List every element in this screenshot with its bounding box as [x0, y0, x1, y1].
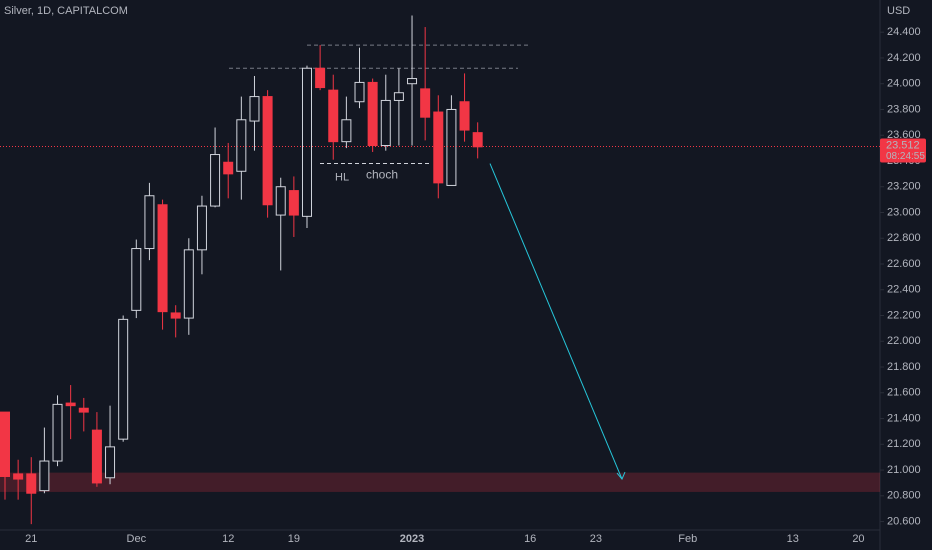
annotation: choch — [366, 168, 398, 182]
projection-arrow — [489, 163, 623, 480]
candle-body — [472, 132, 483, 148]
candle-body — [157, 204, 168, 313]
x-tick-label: Dec — [127, 533, 147, 545]
y-tick-label: 21.200 — [887, 438, 921, 450]
candle-body — [249, 96, 260, 122]
candle-body — [170, 312, 181, 319]
y-unit: USD — [887, 5, 910, 17]
candle-body — [223, 161, 234, 175]
y-tick-label: 22.000 — [887, 335, 921, 347]
y-tick-label: 23.000 — [887, 206, 921, 218]
candle-body — [459, 101, 470, 131]
y-tick-label: 20.800 — [887, 490, 921, 502]
candle-body — [183, 249, 194, 319]
x-tick-label: 2023 — [400, 533, 424, 545]
candle-body — [275, 186, 286, 216]
x-tick-label: 23 — [590, 533, 602, 545]
annotation: HL — [335, 171, 349, 183]
y-tick-label: 22.600 — [887, 258, 921, 270]
candle-body — [328, 89, 339, 143]
y-tick-label: 20.600 — [887, 515, 921, 527]
chart-title: Silver, 1D, CAPITALCOM — [4, 5, 128, 17]
y-tick-label: 21.600 — [887, 387, 921, 399]
y-tick-label: 24.000 — [887, 78, 921, 90]
x-tick-label: 12 — [222, 533, 234, 545]
x-tick-label: 13 — [787, 533, 799, 545]
x-tick-label: 20 — [852, 533, 864, 545]
y-tick-label: 23.600 — [887, 129, 921, 141]
candle-body — [144, 195, 155, 250]
arrow-head — [616, 471, 626, 481]
x-tick-label: 16 — [524, 533, 536, 545]
candle-body — [433, 111, 444, 184]
candle-body — [380, 99, 391, 147]
x-tick-label: 21 — [25, 533, 37, 545]
y-tick-label: 22.800 — [887, 232, 921, 244]
candle-body — [315, 67, 326, 89]
candle-body — [105, 446, 116, 479]
candle-body — [407, 78, 418, 85]
zone — [0, 472, 880, 492]
y-tick-label: 22.200 — [887, 309, 921, 321]
x-tick-label: 19 — [288, 533, 300, 545]
candle-body — [118, 318, 129, 440]
y-tick-label: 22.400 — [887, 284, 921, 296]
candle-body — [301, 67, 312, 217]
y-tick-label: 23.200 — [887, 181, 921, 193]
candle-body — [0, 411, 10, 477]
countdown: 08:24:55 — [886, 151, 925, 162]
candle-body — [13, 473, 24, 480]
candle-body — [354, 81, 365, 103]
candle-body — [78, 407, 89, 413]
candle-body — [288, 190, 299, 216]
candle-body — [210, 154, 221, 207]
price-label-box — [880, 138, 926, 163]
candle-body — [131, 248, 142, 311]
y-tick-label: 24.200 — [887, 52, 921, 64]
candle-body — [26, 473, 37, 494]
y-tick-label: 21.000 — [887, 464, 921, 476]
y-tick-label: 21.800 — [887, 361, 921, 373]
candle-body — [65, 402, 76, 407]
candle-body — [446, 108, 457, 186]
candle-body — [341, 119, 352, 143]
candle-body — [91, 429, 102, 484]
y-tick-label: 24.400 — [887, 26, 921, 38]
y-tick-label: 21.400 — [887, 412, 921, 424]
candle-body — [367, 81, 378, 147]
candle-body — [52, 403, 63, 462]
candle-body — [420, 88, 431, 118]
last-price-label: 23.512 — [886, 139, 920, 151]
candle-body — [196, 205, 207, 251]
candle-body — [39, 460, 50, 492]
candle-body — [262, 96, 273, 206]
y-tick-label: 23.800 — [887, 103, 921, 115]
candle-body — [236, 119, 247, 172]
candle-body — [393, 92, 404, 101]
x-tick-label: Feb — [678, 533, 697, 545]
